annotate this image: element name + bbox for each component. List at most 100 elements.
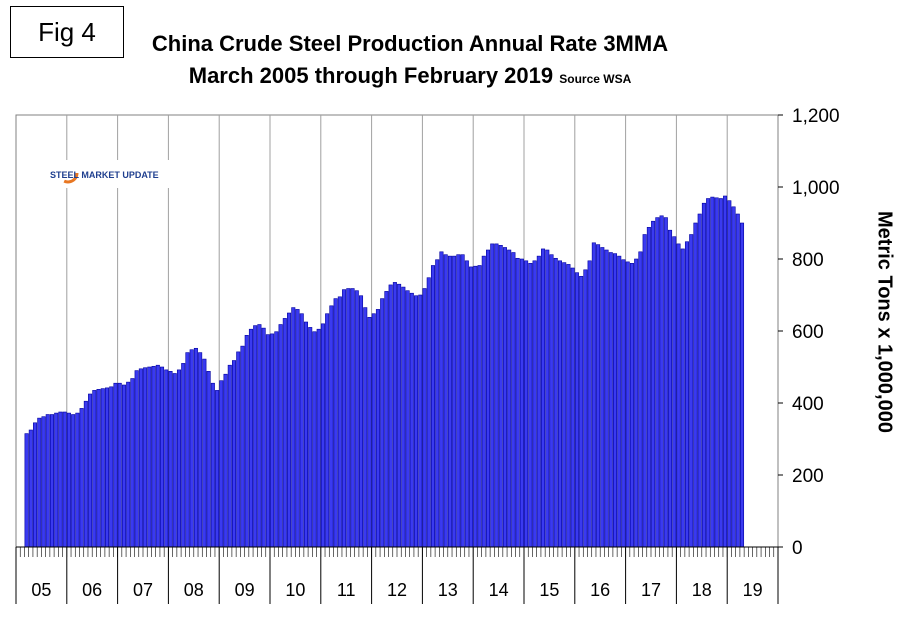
bar [545,249,550,548]
bar [337,296,342,548]
bar [261,327,266,548]
bar [325,313,330,548]
bar [342,289,347,548]
bar [392,282,397,548]
x-tick-label: 15 [539,580,559,600]
bar [312,331,317,548]
chart-subtitle-line: March 2005 through February 2019 Source … [130,60,690,95]
bar [591,242,596,548]
bar [371,313,376,548]
bar [541,248,546,548]
bar [71,414,76,548]
bar [375,309,380,548]
bar [524,260,529,548]
bar [663,217,668,548]
bar [579,275,584,548]
bar [189,349,194,548]
bar [109,386,114,548]
bar [735,213,740,548]
bar [452,255,457,548]
bar [443,254,448,548]
bar [248,328,253,548]
bar [532,260,537,548]
bar [79,408,84,548]
x-tick-label: 07 [133,580,153,600]
bar [659,215,664,548]
bar [168,371,173,548]
bars [24,195,745,548]
bar [181,363,186,548]
bar [198,352,203,548]
bar [257,324,262,548]
bar [710,196,715,548]
bar [37,417,42,548]
bar [274,331,279,548]
bar [634,258,639,548]
bar [240,345,245,548]
bar [485,249,491,548]
bar [346,288,351,548]
bar [185,352,190,548]
bar [697,213,702,548]
bar [680,248,685,548]
bar [583,269,588,548]
bar [113,382,118,548]
bar [24,433,29,548]
bar [439,251,444,548]
y-tick-label: 800 [792,250,824,271]
bar [464,260,469,548]
bar [490,243,495,548]
bar [574,272,579,548]
bar [92,390,97,548]
bar [469,266,474,548]
bar [418,294,423,548]
bar [206,371,211,548]
bar [477,265,482,548]
x-tick-label: 16 [590,580,610,600]
bar [617,255,622,548]
chart-subtitle: March 2005 through February 2019 [188,63,554,88]
bar [409,292,414,548]
chart-source: Source WSA [559,72,632,86]
bar [638,251,643,548]
bar [456,254,461,548]
x-tick-label: 05 [31,580,51,600]
bar [646,227,651,548]
bar [460,254,465,548]
bar [570,267,575,548]
bar [723,195,728,548]
bar [363,307,368,548]
bar [193,347,198,548]
bar [49,414,55,548]
bar [553,257,558,548]
bar [388,284,393,548]
y-tick-label: 200 [792,466,824,487]
bar [706,198,711,548]
bar [651,220,656,548]
bar [176,369,182,548]
bar [502,247,507,548]
bar [422,288,427,548]
bar [625,261,630,548]
y-tick-label: 600 [792,322,824,343]
bar [739,222,745,548]
x-tick-label: 17 [641,580,661,600]
bar [100,388,105,548]
y-tick-label: 1,200 [792,106,840,127]
bar [536,255,541,548]
bar [75,412,80,548]
bar [121,384,126,548]
bar [147,366,152,548]
logo-text: STEEL MARKET UPDATE [50,170,159,180]
bar [549,254,554,548]
bar [33,422,38,548]
bar [405,290,410,548]
x-tick-label: 09 [235,580,255,600]
bar [507,249,512,548]
bar [143,367,148,548]
bar [596,244,601,548]
bar [227,364,232,548]
bar [138,368,143,548]
bar [414,295,419,548]
x-axis: 05 06 07 08 09 10 11 12 13 14 15 16 17 18 19 [15,546,779,604]
